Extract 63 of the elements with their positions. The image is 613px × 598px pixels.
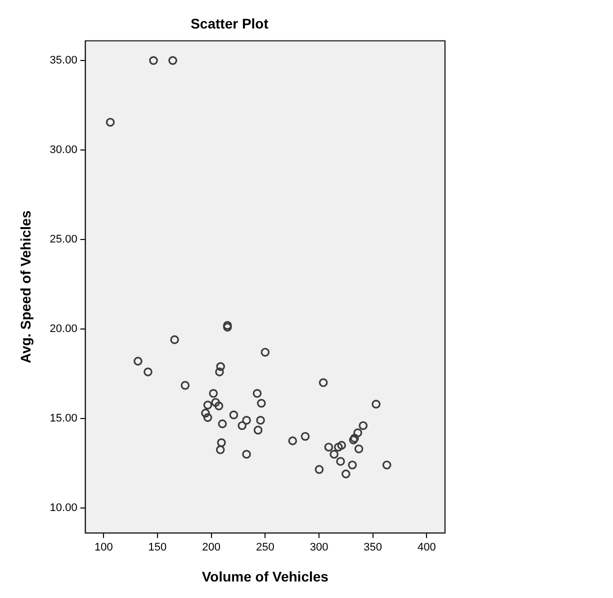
point (334, 442, 343, 452)
point (242, 416, 251, 425)
point (214, 402, 224, 410)
point (223, 320, 232, 330)
point (382, 460, 392, 470)
point (215, 368, 224, 376)
point (201, 408, 210, 418)
point (170, 335, 179, 344)
x-tick-label: 400 (418, 542, 436, 554)
point (180, 380, 190, 390)
point (342, 470, 350, 478)
x-tick-label: 350 (364, 542, 382, 554)
point (354, 444, 364, 454)
x-tick-label: 150 (148, 542, 167, 554)
point (353, 428, 362, 438)
point (106, 118, 115, 127)
point (134, 356, 142, 366)
point (372, 400, 380, 409)
point (330, 450, 338, 459)
x-tick-label: 300 (310, 542, 328, 554)
point (223, 322, 232, 332)
point (242, 450, 251, 459)
y-tick-label: 35.00 (50, 54, 78, 67)
point (256, 416, 265, 425)
y-tick-label: 10.00 (50, 502, 78, 514)
point (208, 388, 218, 398)
point (203, 400, 212, 410)
x-tick-label: 250 (256, 542, 274, 554)
point (324, 442, 334, 452)
point (216, 362, 225, 371)
point (288, 436, 298, 446)
point (144, 368, 152, 376)
point (336, 457, 345, 466)
chart-title: Scatter Plot (190, 15, 269, 32)
point (260, 348, 270, 357)
point (300, 432, 310, 441)
point (211, 398, 220, 407)
point (256, 398, 266, 408)
point (218, 419, 227, 428)
point (254, 426, 262, 434)
y-axis-title: Avg. Speed of Vehicles (17, 210, 34, 364)
point (252, 388, 262, 398)
point (318, 378, 328, 388)
point (229, 410, 238, 420)
point (337, 440, 346, 450)
point (238, 421, 247, 430)
point (348, 460, 357, 470)
y-tick-label: 20.00 (50, 322, 78, 335)
point (216, 445, 225, 454)
point (358, 421, 368, 430)
x-axis-title: Volume of Vehicles (202, 568, 329, 584)
point (349, 436, 358, 444)
y-tick-label: 25.00 (50, 234, 78, 246)
point (350, 434, 359, 443)
point (217, 438, 226, 448)
y-tick-label: 15.00 (50, 412, 78, 424)
point (168, 56, 178, 65)
point (149, 56, 158, 65)
x-tick-label: 100 (94, 542, 113, 554)
y-tick-label: 30.00 (50, 144, 78, 156)
point (203, 413, 212, 422)
x-tick-label: 200 (202, 542, 220, 554)
point (314, 465, 324, 474)
